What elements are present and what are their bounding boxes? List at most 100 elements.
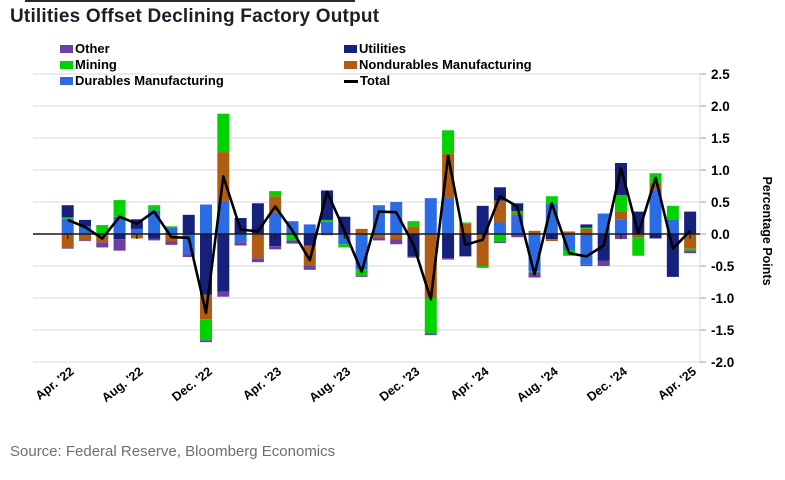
bar-segment-nondurables-manufacturing xyxy=(632,234,645,238)
bar-segment-durables-manufacturing xyxy=(78,226,91,234)
bar-segment-utilities xyxy=(597,234,610,261)
legend-item-utilities: Utilities xyxy=(344,41,532,57)
y-tick-label: 1.5 xyxy=(711,131,730,146)
bar-segment-durables-manufacturing xyxy=(200,204,213,234)
x-tick-label: Aug. '24 xyxy=(514,364,561,405)
bar-segment-utilities xyxy=(269,234,282,247)
legend-color-swatch xyxy=(60,77,73,85)
bar-segment-utilities xyxy=(442,234,455,259)
bar-segment-other xyxy=(165,241,178,245)
legend-item-total: Total xyxy=(344,73,532,89)
legend-color-swatch xyxy=(60,45,73,53)
bar-segment-durables-manufacturing xyxy=(666,219,679,234)
x-tick-label: Apr. '23 xyxy=(240,364,284,403)
bar-segment-durables-manufacturing xyxy=(234,234,247,243)
x-tick-label: Dec. '24 xyxy=(584,364,629,404)
bar-segment-other xyxy=(286,240,299,244)
bar-segment-other xyxy=(96,242,109,248)
bar-segment-mining xyxy=(96,225,109,234)
y-tick-label: -1.5 xyxy=(711,323,735,338)
bar-segment-nondurables-manufacturing xyxy=(78,234,91,241)
legend-column-right: Utilities Nondurables Manufacturing Total xyxy=(344,41,532,89)
x-tick-label: Apr. '25 xyxy=(655,364,699,403)
bar-segment-other xyxy=(269,246,282,250)
legend-item-nondurables-manufacturing: Nondurables Manufacturing xyxy=(344,57,532,73)
bar-segment-other xyxy=(113,239,126,251)
bar-segment-other xyxy=(61,248,74,249)
bar-segment-durables-manufacturing xyxy=(96,234,109,236)
bar-segment-mining xyxy=(666,205,679,220)
bar-segment-mining xyxy=(165,226,178,228)
bar-segment-nondurables-manufacturing xyxy=(459,223,472,234)
bar-segment-mining xyxy=(493,234,506,242)
bar-segment-utilities xyxy=(684,211,697,234)
x-tick-label: Dec. '22 xyxy=(169,364,214,404)
bar-segment-durables-manufacturing xyxy=(493,222,506,234)
bar-segment-nondurables-manufacturing xyxy=(528,230,541,234)
bar-segment-other xyxy=(303,266,316,270)
bar-segment-nondurables-manufacturing xyxy=(372,234,385,238)
bar-segment-durables-manufacturing xyxy=(165,227,178,234)
legend-label: Mining xyxy=(75,57,117,72)
total-line xyxy=(67,154,692,315)
bar-segment-utilities xyxy=(113,234,126,240)
bar-segment-durables-manufacturing xyxy=(442,198,455,234)
bar-segment-mining xyxy=(442,130,455,154)
bar-segment-mining xyxy=(684,248,697,251)
y-tick-label: -0.5 xyxy=(711,259,735,274)
bar-segment-durables-manufacturing xyxy=(269,212,282,234)
bar-segment-other xyxy=(372,237,385,241)
bar-segment-other xyxy=(390,239,403,245)
bar-segment-mining xyxy=(113,200,126,217)
y-tick-label: -2.0 xyxy=(711,355,734,370)
bar-segment-other xyxy=(424,333,437,336)
y-tick-label: 2.0 xyxy=(711,99,730,114)
bar-segment-mining xyxy=(614,194,627,212)
bar-segment-durables-manufacturing xyxy=(338,234,351,245)
y-tick-label: 2.5 xyxy=(711,67,730,82)
bar-segment-other xyxy=(234,242,247,246)
bar-segment-utilities xyxy=(476,205,489,234)
legend-label: Durables Manufacturing xyxy=(75,73,224,88)
bar-segment-mining xyxy=(148,205,161,211)
bar-segment-mining xyxy=(217,113,230,153)
bar-segment-mining xyxy=(321,219,334,222)
x-tick-label: Apr. '24 xyxy=(448,364,492,403)
legend-color-swatch xyxy=(344,45,357,53)
bar-segment-durables-manufacturing xyxy=(321,221,334,234)
y-tick-label: 0.0 xyxy=(711,227,730,242)
y-tick-label: 0.5 xyxy=(711,195,730,210)
bar-segment-utilities xyxy=(580,224,593,228)
bar-segment-durables-manufacturing xyxy=(649,189,662,234)
bar-segment-durables-manufacturing xyxy=(390,202,403,234)
bar-segment-nondurables-manufacturing xyxy=(649,183,662,190)
chart-title: Utilities Offset Declining Factory Outpu… xyxy=(10,6,380,27)
bar-segment-mining xyxy=(545,196,558,204)
bar-segment-durables-manufacturing xyxy=(424,198,437,234)
bar-segment-other xyxy=(442,258,455,260)
bar-segment-durables-manufacturing xyxy=(580,234,593,265)
bar-segment-utilities xyxy=(182,214,195,234)
bar-segment-nondurables-manufacturing xyxy=(407,226,420,234)
bar-segment-other xyxy=(78,240,91,242)
bar-segment-other xyxy=(407,256,420,258)
bar-segment-mining xyxy=(269,191,282,197)
bar-segment-mining xyxy=(61,217,74,219)
bar-segment-utilities xyxy=(148,234,161,239)
legend-item-durables-manufacturing: Durables Manufacturing xyxy=(60,73,224,89)
y-axis-title: Percentage Points xyxy=(760,176,774,285)
legend-color-swatch xyxy=(344,61,357,69)
bar-segment-mining xyxy=(511,210,524,214)
bar-segment-nondurables-manufacturing xyxy=(563,231,576,234)
bar-segment-other xyxy=(251,258,264,263)
legend-label: Nondurables Manufacturing xyxy=(359,57,532,72)
bar-segment-durables-manufacturing xyxy=(614,219,627,234)
source-attribution: Source: Federal Reserve, Bloomberg Econo… xyxy=(10,443,336,460)
legend: Other Mining Durables Manufacturing Utilit… xyxy=(0,41,785,93)
y-tick-label: -1.0 xyxy=(711,291,734,306)
bar-segment-mining xyxy=(338,244,351,248)
bar-segment-utilities xyxy=(78,219,91,227)
legend-label: Other xyxy=(75,41,110,56)
bar-segment-nondurables-manufacturing xyxy=(251,234,264,259)
